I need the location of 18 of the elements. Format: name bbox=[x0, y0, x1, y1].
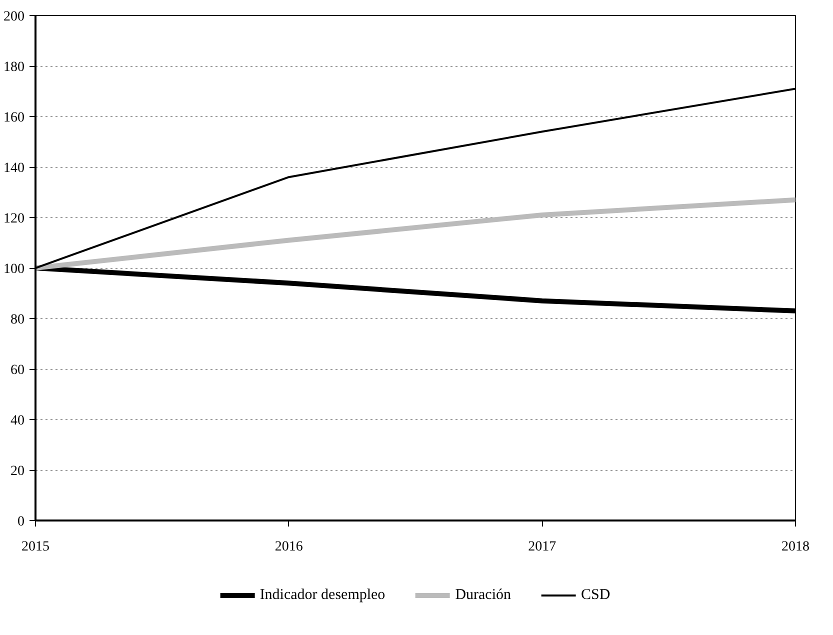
y-tick-label: 60 bbox=[10, 363, 24, 378]
y-tick-label: 120 bbox=[4, 212, 24, 226]
y-tick-label: 200 bbox=[4, 10, 24, 24]
y-tick-label: 100 bbox=[4, 262, 24, 277]
legend-label: Duración bbox=[455, 586, 511, 604]
x-tick-label: 2017 bbox=[528, 540, 556, 554]
legend-label: Indicador desempleo bbox=[260, 586, 386, 604]
y-tick-label: 0 bbox=[18, 514, 24, 530]
y-tick-label: 40 bbox=[10, 414, 24, 428]
y-tick-label: 80 bbox=[10, 312, 24, 328]
y-tick-label: 20 bbox=[10, 464, 24, 479]
x-tick-label: 2016 bbox=[274, 540, 303, 554]
x-tick-label: 2018 bbox=[782, 540, 810, 554]
x-tick-label: 2015 bbox=[22, 540, 50, 554]
y-tick-label: 160 bbox=[4, 110, 24, 126]
legend-label: CSD bbox=[581, 586, 610, 604]
y-tick-label: 180 bbox=[4, 60, 24, 75]
y-tick-label: 140 bbox=[4, 161, 24, 176]
